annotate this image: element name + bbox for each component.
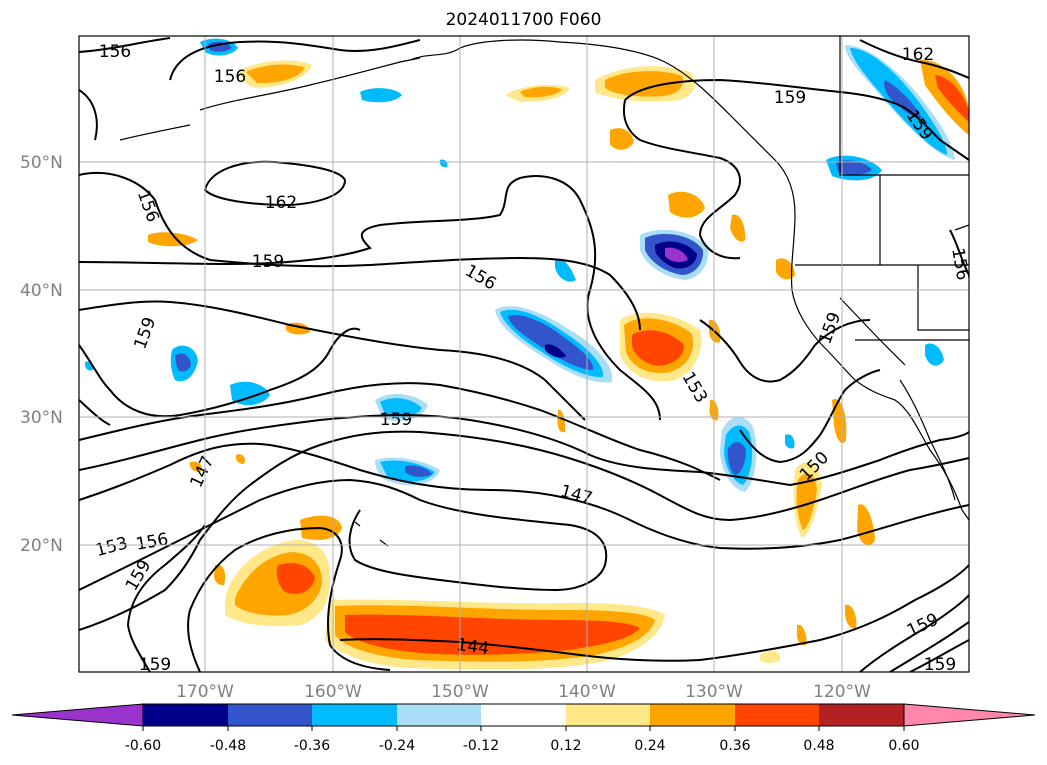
- lon-label-130w: 130°W: [685, 682, 743, 702]
- map-area: 156 156 162 156 159 162 156 159 159 156 …: [79, 36, 972, 675]
- lon-label-150w: 150°W: [431, 682, 489, 702]
- lon-label-170w: 170°W: [176, 682, 234, 702]
- colorbar-tick-label: -0.24: [379, 738, 415, 754]
- contour-label-156: 156: [214, 67, 246, 87]
- map-frame: [78, 35, 970, 673]
- contour-label-162: 162: [902, 45, 934, 65]
- colorbar-segment: [312, 704, 397, 726]
- colorbar-segment: [143, 704, 228, 726]
- lon-label-120w: 120°W: [813, 682, 871, 702]
- colorbar-segment: [481, 704, 566, 726]
- colorbar-left-extension: [11, 703, 144, 727]
- contour-label-162: 162: [265, 193, 297, 213]
- colorbar-segment: [397, 704, 481, 726]
- contour-label-159: 159: [774, 88, 806, 108]
- lon-label-140w: 140°W: [558, 682, 616, 702]
- contour-lines: [79, 37, 969, 672]
- colorbar-segment: [650, 704, 735, 726]
- contour-label-159: 159: [924, 655, 956, 675]
- lat-label-50n: 50°N: [20, 153, 63, 173]
- lon-label-160w: 160°W: [304, 682, 362, 702]
- colorbar-segment: [566, 704, 650, 726]
- latitude-labels: 50°N 40°N 30°N 20°N: [20, 153, 63, 556]
- lat-label-30n: 30°N: [20, 408, 63, 428]
- colorbar-tick-label: 0.12: [550, 738, 581, 754]
- colorbar-tick-label: 0.60: [888, 738, 919, 754]
- contour-label-159: 159: [380, 410, 412, 430]
- colorbar-right-extension: [903, 703, 1036, 727]
- coastlines: [119, 36, 969, 547]
- colorbar-tick-label: -0.48: [210, 738, 246, 754]
- colorbar-tick-label: -0.36: [294, 738, 330, 754]
- lat-label-20n: 20°N: [20, 536, 63, 556]
- contour-label-156: 156: [99, 42, 131, 62]
- colorbar-tick-label: 0.48: [803, 738, 834, 754]
- colorbar-tick-label: -0.12: [463, 738, 499, 754]
- lat-label-40n: 40°N: [20, 281, 63, 301]
- map-title: 2024011700 F060: [445, 10, 602, 30]
- contour-label-144: 144: [455, 635, 490, 659]
- contour-label-159: 159: [252, 252, 284, 272]
- grid-lines: [79, 36, 969, 672]
- contour-label-159: 159: [139, 655, 171, 675]
- colorbar-tick-label: 0.36: [719, 738, 750, 754]
- longitude-labels: 170°W 160°W 150°W 140°W 130°W 120°W: [176, 682, 871, 702]
- colorbar: -0.60 -0.48 -0.36 -0.24 -0.12 0.12 0.24 …: [11, 703, 1036, 754]
- colorbar-segment: [819, 704, 904, 726]
- colorbar-tick-label: 0.24: [634, 738, 665, 754]
- colorbar-segment: [735, 704, 819, 726]
- contour-label-156: 156: [947, 246, 972, 281]
- colorbar-tick-label: -0.60: [125, 738, 161, 754]
- colorbar-segment: [228, 704, 312, 726]
